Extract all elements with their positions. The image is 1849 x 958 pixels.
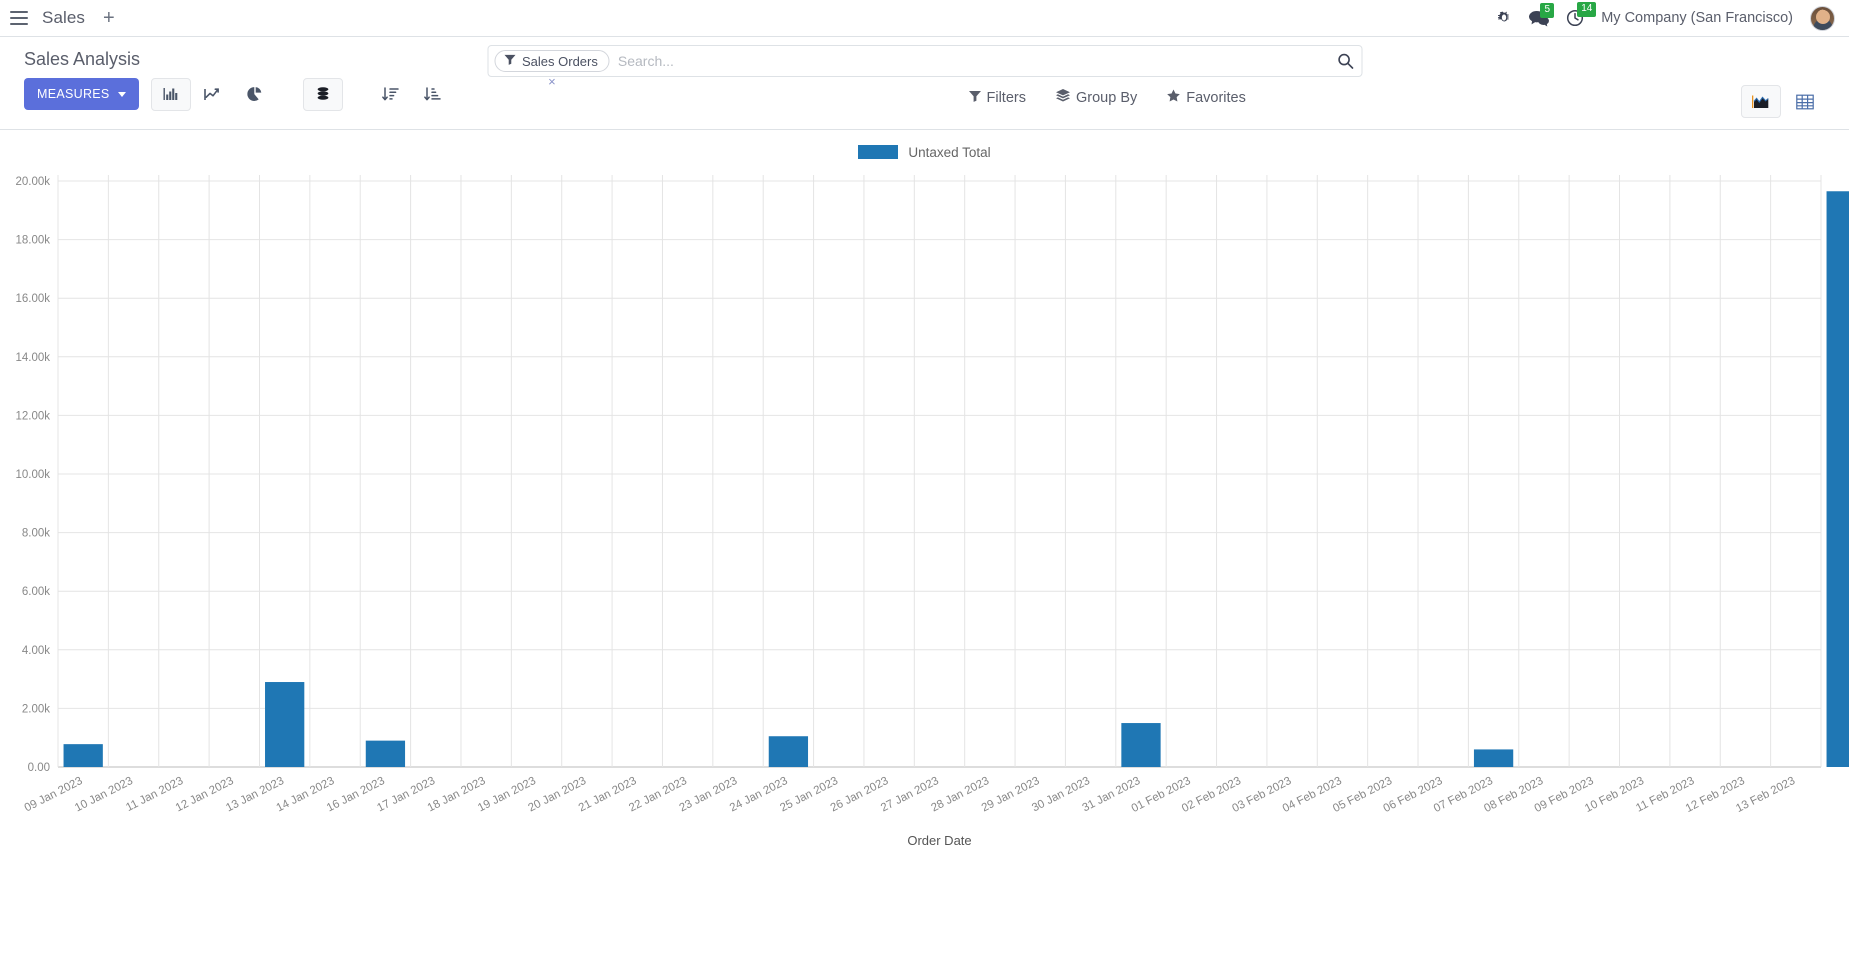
y-axis-tick-label: 2.00k: [22, 703, 50, 715]
measures-button[interactable]: MEASURES: [24, 78, 139, 110]
favorites-label: Favorites: [1186, 89, 1246, 106]
chevron-down-icon: [117, 91, 126, 97]
measures-label: MEASURES: [37, 87, 110, 101]
filters-label: Filters: [986, 89, 1026, 106]
stack-group: [302, 77, 343, 111]
star-icon: [1167, 89, 1181, 106]
filters-menu[interactable]: Filters: [968, 89, 1026, 106]
activities-count-badge: 14: [1577, 2, 1597, 17]
search-dropdown-links: Filters Group By Favorites: [968, 89, 1246, 106]
chart-plot-area[interactable]: 0.00 2.00k 4.00k 6.00k 8.00k 10.00k 12.00k 14.0…: [0, 163, 1849, 958]
page-title: Sales Analysis: [24, 49, 141, 69]
line-chart-icon[interactable]: [193, 78, 233, 111]
chart-bar[interactable]: [1473, 749, 1514, 767]
pivot-table-icon[interactable]: [1785, 85, 1825, 118]
close-icon[interactable]: ×: [548, 74, 556, 89]
bar-chart-icon[interactable]: [150, 77, 191, 111]
control-panel: Sales Analysis MEASURES: [0, 37, 1849, 130]
search-icon[interactable]: [1337, 53, 1353, 69]
y-axis-tick-label: 4.00k: [22, 645, 50, 657]
app-name[interactable]: Sales: [42, 8, 86, 27]
y-axis-tick-label: 12.00k: [15, 410, 50, 422]
favorites-menu[interactable]: Favorites: [1167, 89, 1246, 106]
x-axis-title: Order Date: [907, 833, 971, 848]
chart-legend: Untaxed Total: [0, 131, 1849, 163]
navbar-left: Sales +: [10, 8, 119, 28]
hamburger-menu-icon[interactable]: [10, 11, 28, 25]
y-axis-tick-label: 16.00k: [15, 293, 50, 305]
pie-chart-icon[interactable]: [235, 78, 275, 111]
chart-bar[interactable]: [1826, 191, 1849, 767]
y-axis-tick-label: 6.00k: [22, 586, 50, 598]
legend-label-untaxed-total[interactable]: Untaxed Total: [908, 144, 991, 160]
y-axis-tick-label: 10.00k: [15, 469, 50, 481]
sort-descending-icon[interactable]: [371, 78, 411, 111]
filter-icon: [968, 90, 981, 106]
group-by-menu[interactable]: Group By: [1055, 89, 1138, 106]
messages-count-badge: 5: [1540, 2, 1555, 18]
search-facet-label: Sales Orders: [522, 53, 598, 69]
sort-ascending-icon[interactable]: [413, 78, 453, 111]
bar-chart-canvas[interactable]: 0.00 2.00k 4.00k 6.00k 8.00k 10.00k 12.00k 14.0…: [0, 163, 1849, 958]
view-switcher: [1741, 85, 1825, 118]
y-axis-tick-label: 0.00: [28, 762, 50, 774]
filter-icon: [504, 52, 515, 70]
top-navbar: Sales + 5 14 My Company (San Franci: [0, 0, 1849, 37]
search-box[interactable]: Sales Orders ×: [487, 45, 1362, 88]
sort-group: [371, 78, 453, 111]
chart-bar[interactable]: [365, 740, 406, 767]
chart-bar[interactable]: [265, 682, 305, 767]
chart-bar[interactable]: [768, 736, 809, 767]
graph-view: Untaxed Total 0.00 2.00k 4.00k 6.00k 8.00k 10…: [0, 131, 1849, 958]
breadcrumb: Sales Analysis: [24, 37, 1825, 71]
search-facet-sales-orders[interactable]: Sales Orders ×: [494, 50, 610, 88]
y-axis-tick-label: 18.00k: [15, 235, 50, 247]
legend-swatch-untaxed-total[interactable]: [858, 145, 899, 159]
messages-icon[interactable]: 5: [1529, 2, 1555, 27]
bug-icon[interactable]: [1497, 10, 1512, 26]
chart-bar[interactable]: [1121, 723, 1161, 767]
control-panel-actions: MEASURES: [24, 73, 1825, 115]
search-input[interactable]: [609, 53, 1337, 69]
stacked-icon[interactable]: [302, 77, 343, 111]
x-axis-tick-label: 10 Jan 2023: [73, 775, 135, 814]
new-tab-button[interactable]: +: [103, 7, 115, 29]
search-area: Sales Orders ×: [487, 45, 1362, 88]
control-panel-inner: Sales Analysis MEASURES: [0, 37, 1849, 115]
group-by-label: Group By: [1075, 89, 1138, 106]
y-axis-tick-label: 14.00k: [15, 352, 50, 364]
company-switcher[interactable]: My Company (San Francisco): [1601, 10, 1793, 26]
layers-icon: [1055, 89, 1070, 106]
avatar[interactable]: [1810, 5, 1835, 31]
y-axis-tick-label: 20.00k: [15, 176, 50, 188]
chart-type-group: [150, 77, 275, 111]
systray: 5 14 My Company (San Francisco): [1497, 2, 1835, 31]
chart-bar[interactable]: [63, 744, 103, 767]
activities-clock-icon[interactable]: 14: [1566, 2, 1597, 27]
y-axis-tick-label: 8.00k: [22, 528, 50, 540]
graph-view-icon[interactable]: [1741, 85, 1781, 118]
